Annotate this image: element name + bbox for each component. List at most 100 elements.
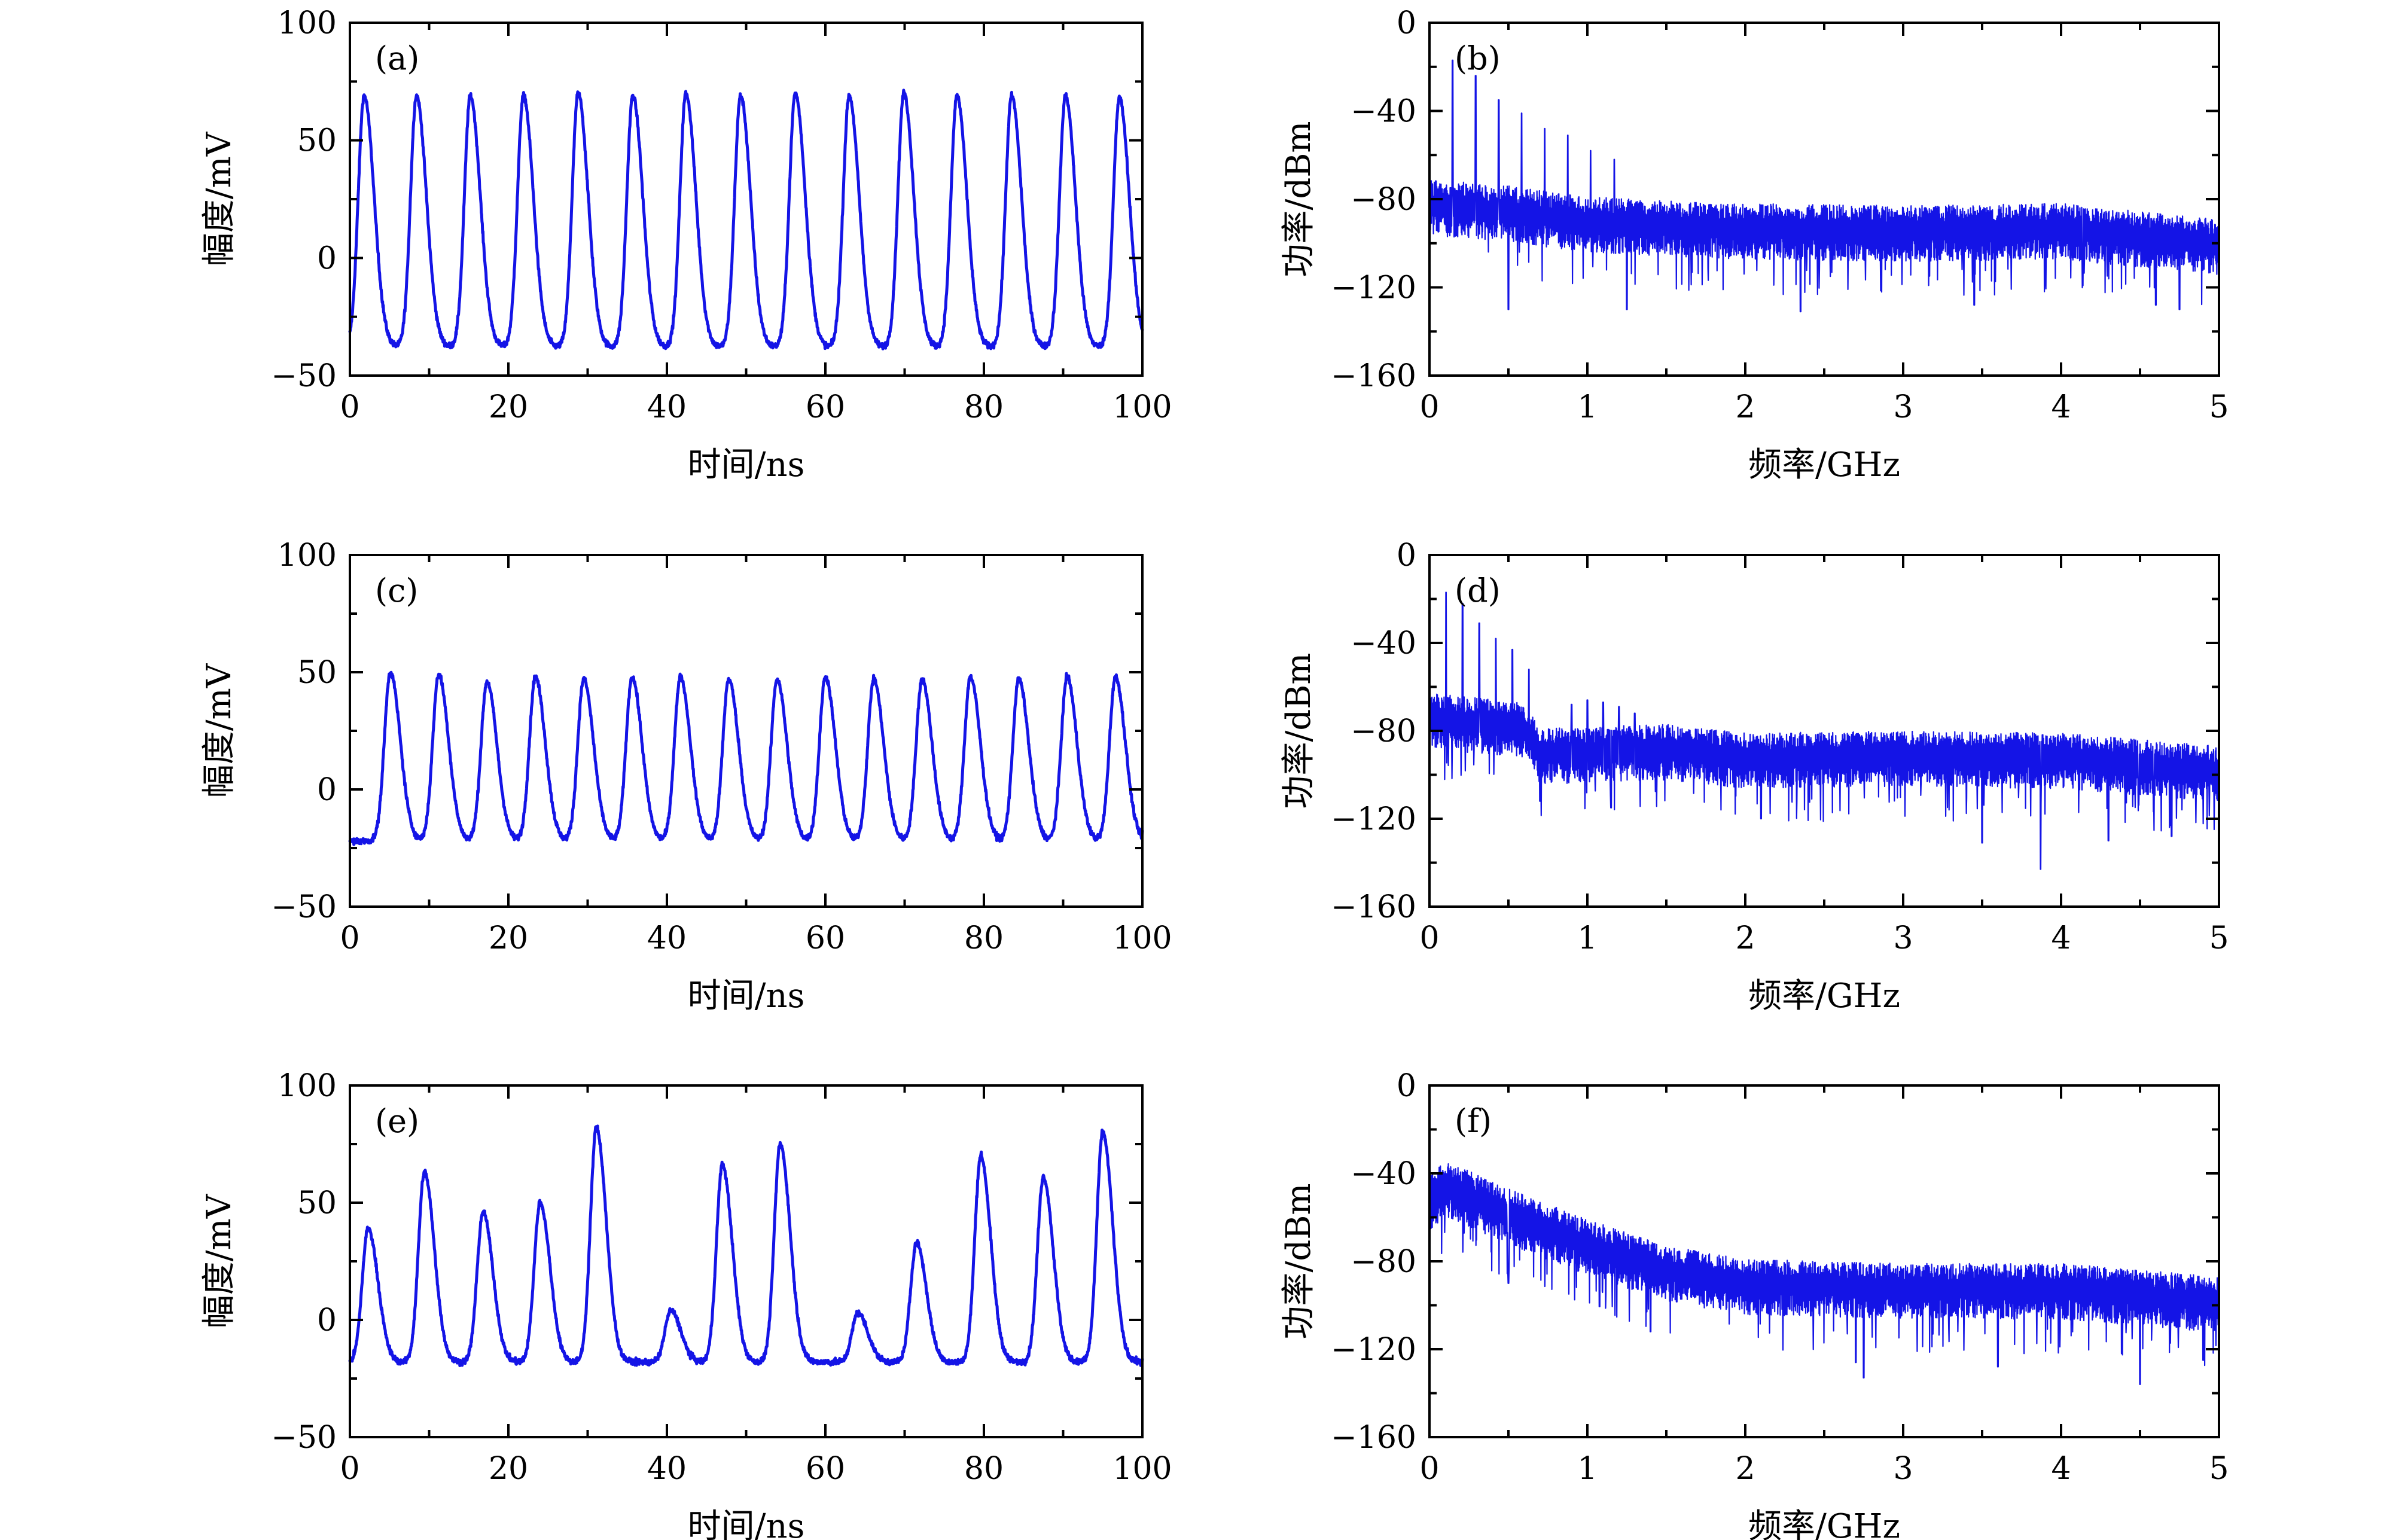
panel-b: (b) 频率/GHz 功率/dBm 0 1 2 3 4 5 −160 −120 … [1279,5,2229,484]
panel-d-ytick-label: −120 [1331,801,1416,837]
panel-f-ytick-label: −40 [1351,1156,1416,1192]
panel-f-xtick-label: 5 [2209,1451,2229,1487]
panel-c-ytick-label: 100 [278,538,337,574]
panel-a-ytick-label: 50 [297,123,337,159]
panel-a-xtick-label: 60 [806,389,845,425]
panel-e: (e) 时间/ns 幅度/mV 0 20 40 60 80 100 −50 0 … [200,1068,1172,1540]
panel-d-xtick-label: 0 [1419,920,1439,956]
panel-f-xtick-label: 2 [1735,1451,1755,1487]
panel-c-ytick-label: −50 [271,889,337,925]
panel-e-ticks [349,1084,1144,1438]
panel-b-ytick-label: −160 [1331,358,1416,394]
panel-f-ytick-label: −120 [1331,1332,1416,1368]
panel-a-xtick-label: 20 [489,389,528,425]
panel-c-ytick-label: 0 [317,772,337,808]
panel-f-trace [1428,1163,2220,1385]
panel-e-xtick-label: 100 [1112,1451,1172,1487]
panel-d-ytick-label: 0 [1397,538,1416,574]
panel-d-xtick-label: 1 [1577,920,1597,956]
panel-b-ytick-label: 0 [1397,5,1416,41]
panel-b-xtick-label: 1 [1577,389,1597,425]
panel-a-ticks [349,22,1144,377]
panel-a-ytick-label: −50 [271,358,337,394]
panel-d-xlabel: 频率/GHz [1748,977,1900,1016]
panel-e-xtick-label: 0 [340,1451,359,1487]
panel-f-ytick-label: −160 [1331,1420,1416,1456]
panel-f-ytick-label: −80 [1351,1244,1416,1280]
panel-b-xtick-label: 0 [1419,389,1439,425]
panel-b-ytick-label: −120 [1331,270,1416,306]
panel-c-xtick-label: 40 [647,920,687,956]
panel-c-xtick-label: 0 [340,920,359,956]
panel-b-xlabel: 频率/GHz [1748,446,1900,484]
panel-b-ytick-label: −80 [1351,182,1416,218]
panel-e-ytick-label: 100 [278,1068,337,1104]
panel-b-ticks [1428,22,2220,377]
panel-c-ylabel: 幅度/mV [200,663,239,798]
panel-b-tag: (b) [1455,39,1501,77]
panel-f-ticks [1428,1084,2220,1438]
panel-e-xtick-label: 60 [806,1451,845,1487]
panel-c: (c) 时间/ns 幅度/mV 0 20 40 60 80 100 −50 0 … [200,538,1172,1016]
panel-f-xtick-label: 0 [1419,1451,1439,1487]
panel-e-xtick-label: 20 [489,1451,528,1487]
panel-e-xtick-label: 80 [964,1451,1004,1487]
panel-d-ticks [1428,554,2220,908]
panel-a-ytick-label: 0 [317,240,337,276]
panel-d-ytick-label: −40 [1351,626,1416,661]
panel-e-xlabel: 时间/ns [688,1507,805,1540]
panel-f-xtick-label: 1 [1577,1451,1597,1487]
panel-e-ytick-label: 50 [297,1185,337,1221]
panel-d: (d) 频率/GHz 功率/dBm 0 1 2 3 4 5 −160 −120 … [1279,538,2229,1016]
panel-a-frame [349,22,1144,377]
panel-e-ytick-label: −50 [271,1420,337,1456]
panel-e-frame [349,1084,1144,1438]
panel-a-xtick-label: 0 [340,389,359,425]
panel-e-xtick-label: 40 [647,1451,687,1487]
panel-c-ticks [349,554,1144,908]
panel-e-ytick-label: 0 [317,1303,337,1338]
panel-c-trace [348,670,1144,846]
panel-d-xtick-label: 4 [2051,920,2071,956]
panel-b-xtick-label: 3 [1893,389,1913,425]
panel-d-ytick-label: −160 [1331,889,1416,925]
panel-a-xtick-label: 80 [964,389,1004,425]
panel-f-ytick-label: 0 [1397,1068,1416,1104]
panel-f-ylabel: 功率/dBm [1279,1184,1318,1340]
panel-d-xtick-label: 2 [1735,920,1755,956]
panel-c-xlabel: 时间/ns [688,977,805,1016]
panel-f: (f) 频率/GHz 功率/dBm 0 1 2 3 4 5 −160 −120 … [1279,1068,2229,1540]
panel-d-tag: (d) [1455,572,1501,609]
panel-e-tag: (e) [375,1102,419,1140]
panel-f-xtick-label: 3 [1893,1451,1913,1487]
panel-b-xtick-label: 4 [2051,389,2071,425]
panel-d-ylabel: 功率/dBm [1279,653,1318,809]
panel-f-frame [1428,1084,2220,1438]
panel-f-tag: (f) [1455,1102,1492,1140]
panel-a-ylabel: 幅度/mV [200,131,239,266]
panel-b-ytick-label: −40 [1351,94,1416,130]
panel-a-xtick-label: 40 [647,389,687,425]
panel-b-ylabel: 功率/dBm [1279,121,1318,277]
panel-a-tag: (a) [375,39,419,77]
panel-d-trace [1428,591,2220,870]
panel-a-trace [348,89,1144,350]
panel-d-xtick-label: 5 [2209,920,2229,956]
panel-f-xlabel: 频率/GHz [1748,1507,1900,1540]
panel-a-xlabel: 时间/ns [688,446,805,484]
panel-a: (a) 时间/ns 幅度/mV 0 20 40 60 80 100 −50 0 … [200,5,1172,484]
panel-a-xtick-label: 100 [1112,389,1172,425]
panel-b-xtick-label: 5 [2209,389,2229,425]
panel-d-ytick-label: −80 [1351,713,1416,749]
panel-f-xtick-label: 4 [2051,1451,2071,1487]
panel-b-trace [1428,59,2220,313]
panel-c-xtick-label: 20 [489,920,528,956]
panel-b-xtick-label: 2 [1735,389,1755,425]
panel-c-xtick-label: 80 [964,920,1004,956]
panel-d-xtick-label: 3 [1893,920,1913,956]
panel-c-xtick-label: 60 [806,920,845,956]
panel-c-tag: (c) [375,572,418,609]
panel-e-trace [348,1124,1144,1367]
panel-e-ylabel: 幅度/mV [200,1193,239,1328]
